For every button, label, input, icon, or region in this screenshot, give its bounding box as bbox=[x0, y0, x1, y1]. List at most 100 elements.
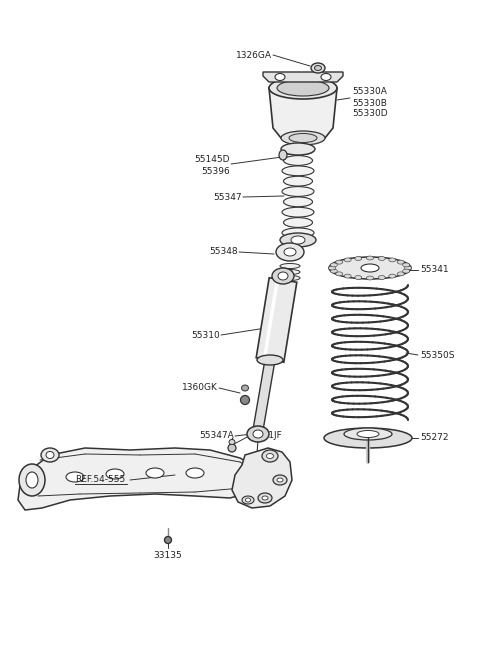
Ellipse shape bbox=[403, 263, 409, 267]
Ellipse shape bbox=[403, 269, 409, 273]
Ellipse shape bbox=[272, 268, 294, 284]
Polygon shape bbox=[232, 448, 292, 508]
Ellipse shape bbox=[253, 430, 263, 438]
Ellipse shape bbox=[389, 258, 396, 262]
Ellipse shape bbox=[284, 156, 312, 166]
Text: 55347: 55347 bbox=[214, 193, 242, 202]
Ellipse shape bbox=[26, 472, 38, 488]
Ellipse shape bbox=[330, 263, 337, 267]
Ellipse shape bbox=[336, 260, 343, 264]
Ellipse shape bbox=[284, 217, 312, 227]
Ellipse shape bbox=[280, 233, 316, 247]
Ellipse shape bbox=[361, 264, 379, 272]
Ellipse shape bbox=[277, 478, 283, 482]
Ellipse shape bbox=[241, 385, 249, 391]
Ellipse shape bbox=[281, 143, 315, 155]
Ellipse shape bbox=[257, 355, 283, 365]
Ellipse shape bbox=[314, 66, 322, 71]
Ellipse shape bbox=[245, 498, 251, 502]
Text: 1326GA: 1326GA bbox=[236, 50, 272, 60]
Ellipse shape bbox=[324, 428, 412, 448]
Ellipse shape bbox=[146, 468, 164, 478]
Ellipse shape bbox=[19, 464, 45, 496]
Ellipse shape bbox=[284, 197, 312, 207]
Ellipse shape bbox=[46, 451, 54, 458]
Ellipse shape bbox=[289, 134, 317, 143]
Ellipse shape bbox=[321, 73, 331, 81]
Ellipse shape bbox=[357, 430, 379, 438]
Ellipse shape bbox=[66, 472, 84, 482]
Ellipse shape bbox=[266, 453, 274, 458]
Ellipse shape bbox=[275, 73, 285, 81]
Ellipse shape bbox=[281, 131, 325, 145]
Ellipse shape bbox=[258, 493, 272, 503]
Ellipse shape bbox=[277, 80, 329, 96]
Ellipse shape bbox=[276, 243, 304, 261]
Text: 55341: 55341 bbox=[420, 265, 449, 274]
Ellipse shape bbox=[240, 396, 250, 405]
Text: 55145D: 55145D bbox=[194, 155, 230, 164]
Polygon shape bbox=[18, 448, 260, 510]
Ellipse shape bbox=[280, 263, 300, 269]
Ellipse shape bbox=[282, 187, 314, 196]
Polygon shape bbox=[269, 88, 337, 138]
Ellipse shape bbox=[242, 496, 254, 504]
Ellipse shape bbox=[328, 266, 336, 270]
Ellipse shape bbox=[329, 257, 411, 279]
Ellipse shape bbox=[389, 274, 396, 278]
Ellipse shape bbox=[278, 272, 288, 280]
Ellipse shape bbox=[397, 260, 404, 264]
Text: 55347A: 55347A bbox=[199, 432, 234, 441]
Text: 55272: 55272 bbox=[420, 434, 448, 443]
Ellipse shape bbox=[282, 166, 314, 176]
Polygon shape bbox=[263, 72, 343, 82]
Ellipse shape bbox=[378, 276, 385, 280]
Polygon shape bbox=[256, 278, 297, 362]
Text: 55330D: 55330D bbox=[352, 109, 388, 119]
Text: 55330B: 55330B bbox=[352, 98, 387, 107]
Ellipse shape bbox=[336, 272, 343, 276]
Ellipse shape bbox=[280, 269, 300, 274]
Ellipse shape bbox=[284, 248, 296, 256]
Ellipse shape bbox=[284, 176, 312, 186]
Ellipse shape bbox=[165, 536, 171, 544]
Ellipse shape bbox=[367, 256, 373, 260]
Text: 55348: 55348 bbox=[209, 248, 238, 257]
Text: 55350S: 55350S bbox=[420, 350, 455, 360]
Text: 55310: 55310 bbox=[191, 331, 220, 339]
Ellipse shape bbox=[344, 258, 351, 262]
Text: 1360GK: 1360GK bbox=[182, 383, 218, 392]
Ellipse shape bbox=[262, 450, 278, 462]
Ellipse shape bbox=[282, 207, 314, 217]
Ellipse shape bbox=[333, 430, 403, 446]
Ellipse shape bbox=[378, 257, 385, 261]
Text: 55330A: 55330A bbox=[352, 88, 387, 96]
Ellipse shape bbox=[282, 228, 314, 238]
Polygon shape bbox=[253, 359, 275, 431]
Ellipse shape bbox=[344, 274, 351, 278]
Ellipse shape bbox=[280, 276, 300, 280]
Ellipse shape bbox=[397, 272, 404, 276]
Ellipse shape bbox=[273, 475, 287, 485]
Ellipse shape bbox=[311, 63, 325, 73]
Ellipse shape bbox=[330, 269, 337, 273]
Ellipse shape bbox=[247, 426, 269, 442]
Ellipse shape bbox=[228, 444, 236, 452]
Ellipse shape bbox=[291, 236, 305, 244]
Text: 55396: 55396 bbox=[201, 168, 230, 176]
Ellipse shape bbox=[41, 448, 59, 462]
Text: 1731JF: 1731JF bbox=[252, 430, 283, 440]
Ellipse shape bbox=[279, 150, 287, 160]
Ellipse shape bbox=[344, 428, 392, 440]
Ellipse shape bbox=[262, 496, 268, 500]
Ellipse shape bbox=[355, 257, 362, 261]
Text: 33135: 33135 bbox=[154, 550, 182, 559]
Ellipse shape bbox=[355, 276, 362, 280]
Ellipse shape bbox=[282, 145, 314, 155]
Ellipse shape bbox=[186, 468, 204, 478]
Ellipse shape bbox=[269, 77, 337, 99]
Ellipse shape bbox=[229, 440, 235, 445]
Ellipse shape bbox=[106, 469, 124, 479]
Text: REF.54-555: REF.54-555 bbox=[75, 476, 125, 485]
Ellipse shape bbox=[405, 266, 411, 270]
